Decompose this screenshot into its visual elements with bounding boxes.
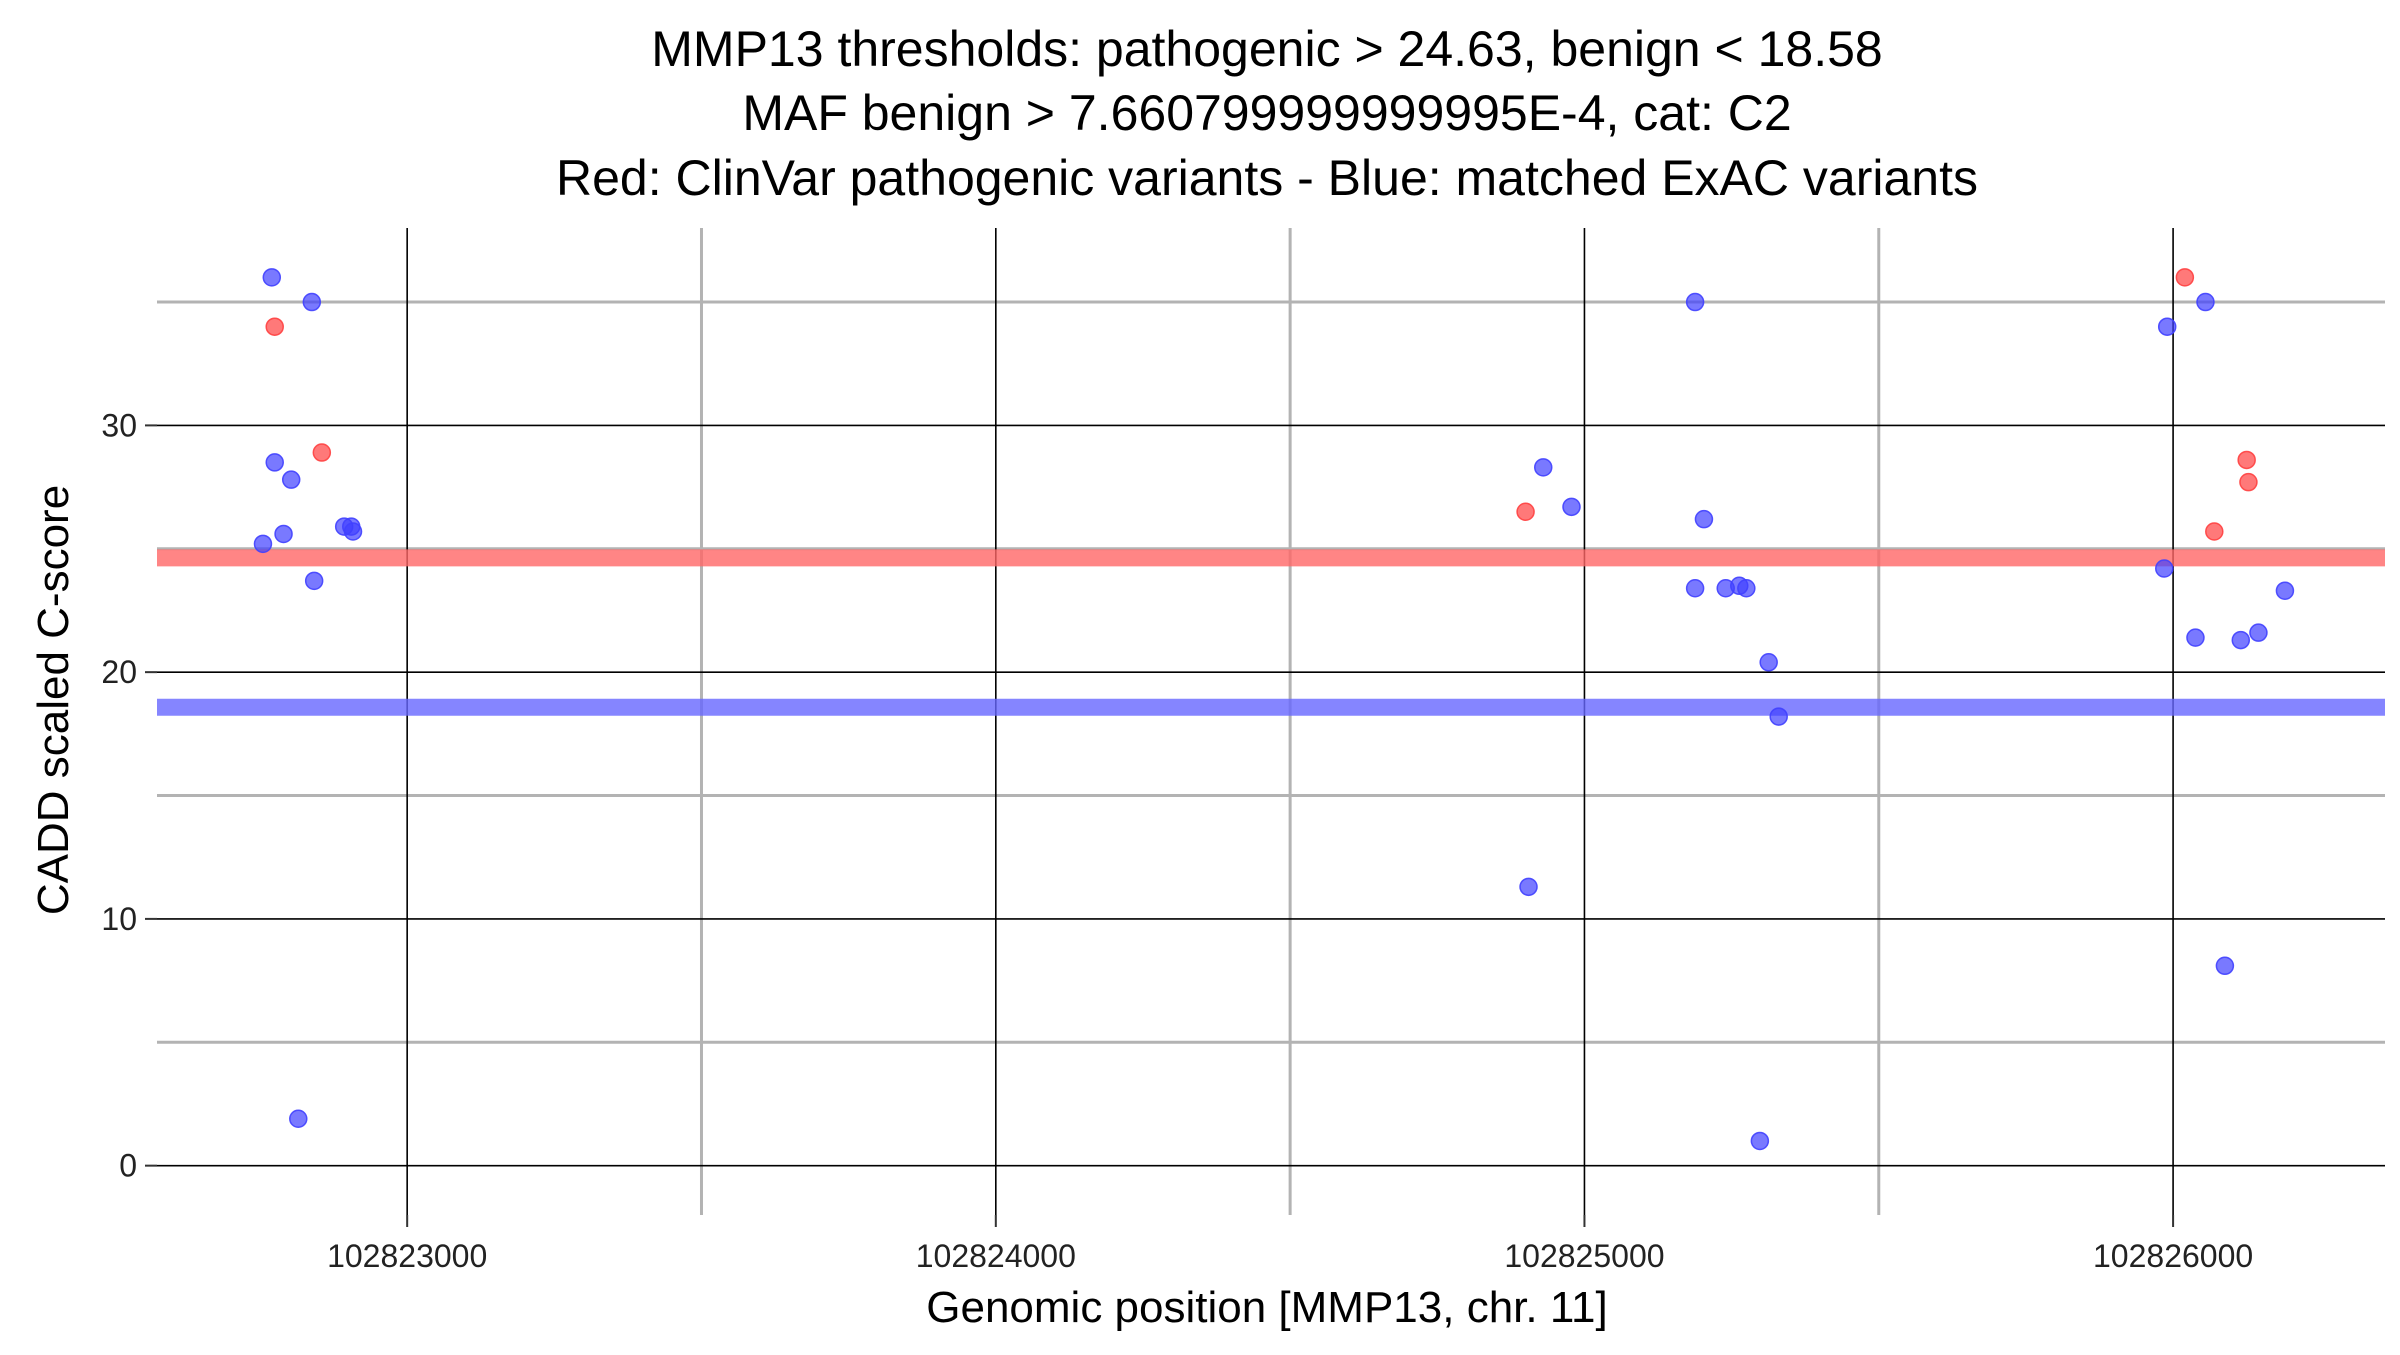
- exac-variant-point: [2157, 317, 2177, 336]
- exac-variant-point: [1533, 458, 1553, 477]
- title-line-2: MAF benign > 7.660799999999995E-4, cat: …: [742, 85, 1791, 141]
- pathogenic-variant-point: [2237, 450, 2256, 470]
- exac-variant-point: [1694, 509, 1714, 529]
- exac-variant-point: [302, 292, 322, 312]
- exac-variant-point: [1685, 292, 1705, 312]
- exac-variant-point: [2231, 630, 2251, 650]
- grid: [157, 228, 2385, 1215]
- exac-variant-point: [289, 1109, 308, 1129]
- exac-variant-point: [1685, 579, 1705, 598]
- exac-variant-point: [1519, 877, 1538, 897]
- exac-variant-point: [281, 470, 301, 489]
- x-tick-label: 102826000: [2093, 1238, 2253, 1274]
- x-tick-label: 102825000: [1504, 1238, 1664, 1274]
- exac-variant-point: [2186, 628, 2205, 647]
- exac-variant-point: [2155, 559, 2174, 578]
- exac-variant-point: [1562, 497, 1581, 517]
- y-tick-label: 10: [101, 901, 137, 937]
- pathogenic-variant-point: [1516, 502, 1535, 522]
- axes: Genomic position [MMP13, chr. 11] CADD s…: [29, 407, 2253, 1332]
- exac-variant-point: [1759, 653, 1778, 672]
- pathogenic-variant-point: [2175, 268, 2195, 287]
- x-tick-label: 102824000: [916, 1238, 1076, 1274]
- x-axis-title: Genomic position [MMP13, chr. 11]: [926, 1283, 1607, 1332]
- y-tick-label: 30: [101, 407, 137, 443]
- exac-variant-point: [2249, 623, 2268, 642]
- pathogenic-variant-point: [2205, 522, 2224, 541]
- pathogenic-variant-point: [2239, 472, 2258, 492]
- y-tick-label: 20: [101, 654, 137, 690]
- exac-variant-point: [2196, 292, 2215, 312]
- threshold-lines: [157, 549, 2385, 716]
- title-line-1: MMP13 thresholds: pathogenic > 24.63, be…: [651, 21, 1882, 77]
- exac-matched-series: [253, 268, 2295, 1151]
- x-tick-label: 102823000: [327, 1238, 487, 1274]
- exac-variant-point: [274, 524, 293, 544]
- exac-variant-point: [1737, 579, 1756, 598]
- pathogenic-variant-point: [312, 443, 332, 462]
- exac-variant-point: [304, 571, 324, 591]
- exac-variant-point: [253, 534, 273, 554]
- exac-variant-point: [2275, 581, 2295, 600]
- exac-variant-point: [1769, 707, 1788, 726]
- exac-variant-point: [262, 268, 282, 287]
- y-axis-title: CADD scaled C-score: [29, 485, 78, 915]
- pathogenic-variant-point: [265, 317, 284, 336]
- exac-variant-point: [265, 453, 284, 472]
- clinvar-pathogenic-series: [265, 268, 2258, 541]
- exac-variant-point: [343, 522, 363, 541]
- exac-variant-point: [1750, 1131, 1770, 1151]
- title-line-3: Red: ClinVar pathogenic variants - Blue:…: [556, 150, 1978, 206]
- chart-title: MMP13 thresholds: pathogenic > 24.63, be…: [556, 21, 1978, 206]
- exac-variant-point: [2215, 956, 2235, 976]
- data-points: [253, 268, 2295, 1151]
- y-tick-label: 0: [119, 1148, 137, 1184]
